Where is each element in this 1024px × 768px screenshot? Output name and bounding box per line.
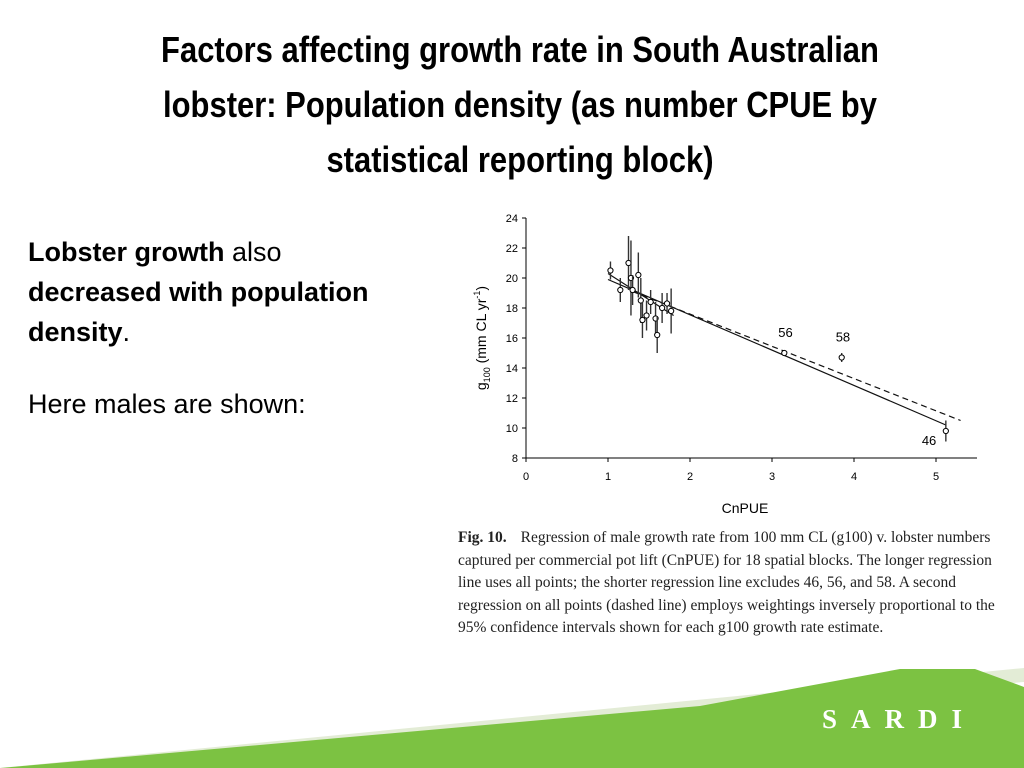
- title-line: Factors affecting growth rate in South A…: [161, 29, 879, 70]
- data-point: [663, 300, 671, 307]
- weighted-regression-line: [632, 290, 961, 422]
- y-tick-label: 22: [506, 243, 518, 255]
- point-label: 56: [778, 325, 792, 340]
- title-line: lobster: Population density (as number C…: [163, 84, 877, 125]
- point-label: 58: [836, 330, 850, 345]
- point-label: 46: [922, 433, 936, 448]
- data-point: [643, 312, 650, 319]
- x-tick-label: 2: [687, 471, 693, 483]
- x-tick-label: 4: [851, 471, 857, 483]
- figure-caption: Fig. 10. Regression of male growth rate f…: [458, 527, 1010, 640]
- sardi-logo: SARDI: [822, 704, 977, 734]
- x-axis-title: CnPUE: [722, 500, 769, 516]
- caption-figure-label: Fig. 10.: [458, 529, 507, 546]
- data-point: [838, 354, 845, 361]
- slide-title: Factors affecting growth rate in South A…: [124, 22, 915, 187]
- data-point: [635, 271, 642, 279]
- y-tick-label: 14: [506, 363, 518, 375]
- regression-line: [607, 278, 947, 426]
- data-point: [659, 304, 666, 312]
- bold-text: Lobster growth: [28, 237, 225, 267]
- y-tick-label: 24: [506, 213, 518, 225]
- footer-green-band: [0, 669, 1024, 768]
- y-tick-label: 8: [512, 453, 518, 465]
- data-point: [668, 307, 675, 315]
- y-tick-label: 20: [506, 273, 518, 285]
- caption-text: Regression of male growth rate from 100 …: [458, 529, 995, 637]
- x-tick-label: 0: [523, 471, 529, 483]
- footer-banner: [0, 668, 1024, 768]
- data-point: [637, 297, 644, 304]
- plain-text: also: [224, 237, 282, 267]
- y-axis-title: g100 (mm CL yr-1): [472, 286, 492, 390]
- regression-lines: [607, 272, 961, 426]
- data-point: [629, 286, 636, 294]
- footer-light-band: [0, 668, 1024, 768]
- paragraph-males: Here males are shown:: [28, 389, 306, 419]
- paragraph-growth: Lobster growth also decreased with popul…: [28, 232, 408, 352]
- data-point: [942, 427, 949, 435]
- y-tick-label: 12: [506, 393, 518, 405]
- data-point: [639, 316, 646, 324]
- data-point: [647, 298, 654, 306]
- y-axis: 8 10 12 14 16 18 20 22 24: [506, 213, 527, 465]
- data-point: [607, 267, 614, 274]
- data-point: [654, 331, 661, 339]
- bold-text: decreased with population density: [28, 277, 369, 347]
- y-tick-label: 18: [506, 303, 518, 315]
- data-point: [617, 286, 624, 294]
- data-points: 56 58 46: [607, 236, 949, 448]
- y-tick-label: 16: [506, 333, 518, 345]
- x-axis: 0 1 2 3 4 5: [523, 457, 977, 483]
- x-tick-label: 3: [769, 471, 775, 483]
- x-tick-label: 1: [605, 471, 611, 483]
- data-point: [781, 349, 788, 357]
- body-text: Lobster growth also decreased with popul…: [28, 232, 408, 424]
- y-tick-label: 10: [506, 423, 518, 435]
- title-line: statistical reporting block): [326, 139, 714, 180]
- x-tick-label: 5: [933, 471, 939, 483]
- plain-text: .: [122, 317, 131, 347]
